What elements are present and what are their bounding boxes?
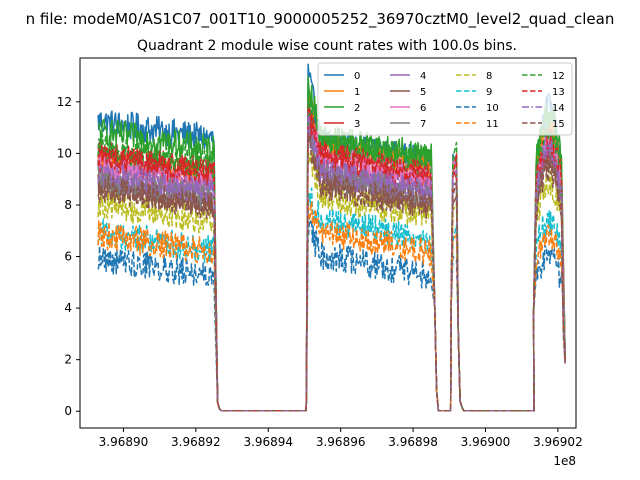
- legend-label-15: 15: [552, 119, 565, 130]
- y-axis: 0 2 4 6 8 10 12: [57, 95, 80, 418]
- x-offset-label: 1e8: [553, 454, 576, 468]
- x-tick-label: 3.96892: [171, 435, 221, 449]
- x-tick-label: 3.96890: [99, 435, 149, 449]
- legend-box: [317, 62, 573, 136]
- legend-label-7: 7: [420, 119, 426, 130]
- y-tick-label: 8: [64, 198, 72, 212]
- legend-label-1: 1: [354, 87, 360, 98]
- figure-suptitle: n file: modeM0/AS1C07_001T10_9000005252_…: [26, 10, 615, 29]
- legend-label-2: 2: [354, 103, 360, 114]
- x-tick-label: 3.96898: [388, 435, 438, 449]
- legend-label-13: 13: [552, 87, 565, 98]
- x-tick-label: 3.96902: [533, 435, 583, 449]
- y-tick-label: 4: [64, 301, 72, 315]
- y-tick-label: 6: [64, 250, 72, 264]
- legend-label-6: 6: [420, 103, 426, 114]
- x-tick-label: 3.96894: [243, 435, 293, 449]
- legend-label-3: 3: [354, 119, 360, 130]
- legend-label-0: 0: [354, 71, 360, 82]
- y-tick-label: 10: [57, 146, 72, 160]
- y-tick-label: 12: [57, 95, 72, 109]
- y-tick-label: 2: [64, 353, 72, 367]
- x-axis: 3.96890 3.96892 3.96894 3.96896 3.96898 3.969…: [99, 428, 583, 449]
- legend-label-4: 4: [420, 71, 426, 82]
- legend-label-9: 9: [486, 87, 492, 98]
- series-line-15: [97, 131, 566, 412]
- y-tick-label: 0: [64, 404, 72, 418]
- x-tick-label: 3.96900: [461, 435, 511, 449]
- legend-label-10: 10: [486, 103, 499, 114]
- legend-label-14: 14: [552, 103, 565, 114]
- legend-label-5: 5: [420, 87, 426, 98]
- x-tick-label: 3.96896: [316, 435, 366, 449]
- axes-frame: [79, 57, 577, 429]
- legend-label-11: 11: [486, 119, 499, 130]
- legend-label-8: 8: [486, 71, 492, 82]
- chart-title: Quadrant 2 module wise count rates with …: [137, 38, 517, 54]
- legend-label-12: 12: [552, 71, 565, 82]
- series-line-11: [97, 195, 566, 412]
